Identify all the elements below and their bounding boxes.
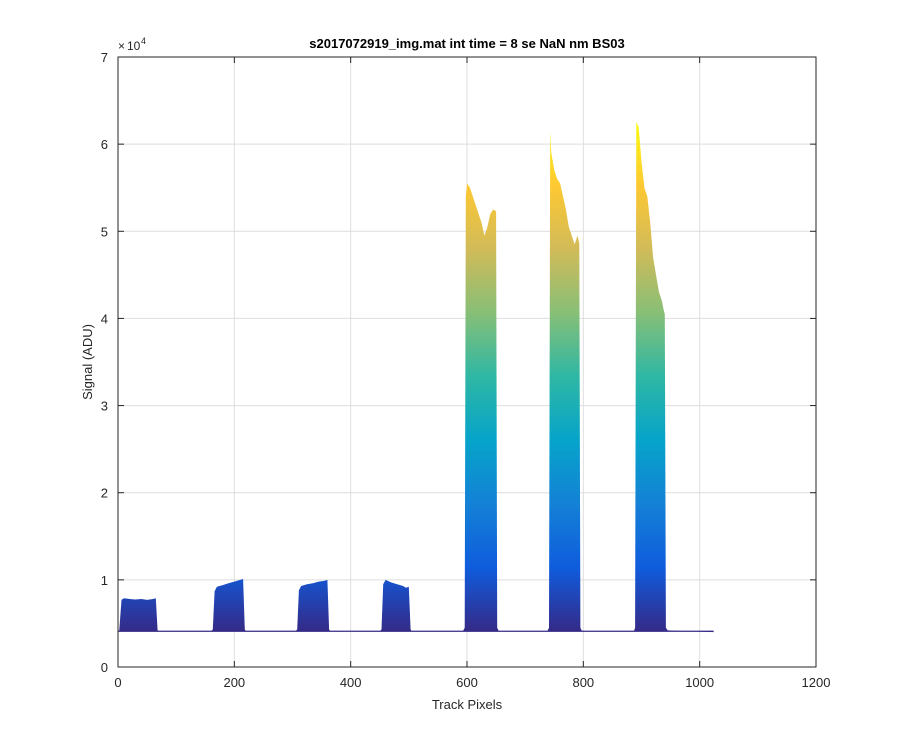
x-axis-label: Track Pixels <box>432 697 503 712</box>
y-tick-label: 0 <box>101 660 108 675</box>
tick-label-layer: 0 200 400 600 800 1000 1200 0 1 2 3 4 5 6 7 <box>101 50 831 690</box>
y-axis-label: Signal (ADU) <box>80 324 95 400</box>
y-tick-label: 7 <box>101 50 108 65</box>
x-tick-label: 400 <box>340 675 362 690</box>
signal-area <box>118 122 714 633</box>
x-tick-label: 200 <box>223 675 245 690</box>
chart-title: s2017072919_img.mat int time = 8 se NaN … <box>309 36 624 51</box>
y-exponent-base: 10 <box>127 39 141 53</box>
x-tick-label: 1000 <box>685 675 714 690</box>
y-exponent-power: 4 <box>141 36 146 46</box>
y-tick-label: 6 <box>101 137 108 152</box>
y-exponent-label: × 10 4 <box>118 36 146 53</box>
y-tick-label: 5 <box>101 224 108 239</box>
x-tick-label: 600 <box>456 675 478 690</box>
y-tick-label: 2 <box>101 486 108 501</box>
x-tick-label: 800 <box>572 675 594 690</box>
axes-layer <box>117 56 817 668</box>
x-tick-label: 1200 <box>802 675 831 690</box>
y-tick-label: 4 <box>101 311 108 326</box>
data-layer <box>118 122 714 633</box>
x-tick-label: 0 <box>114 675 121 690</box>
y-tick-label: 1 <box>101 573 108 588</box>
y-exponent-times: × <box>118 39 125 53</box>
y-tick-label: 3 <box>101 399 108 414</box>
